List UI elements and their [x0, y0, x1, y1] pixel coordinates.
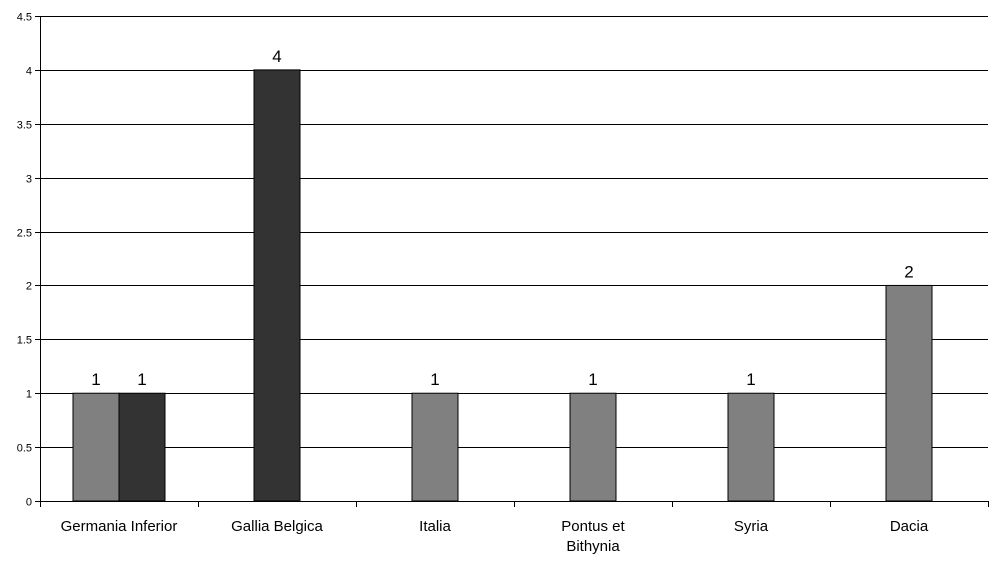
y-tick-label: 1.5 — [17, 335, 32, 347]
bar — [72, 392, 120, 502]
data-label: 1 — [137, 370, 146, 389]
x-tick-label: Gallia Belgica — [231, 518, 323, 535]
labels: 1 1 1 1 2 1 4 — [91, 47, 913, 389]
data-label: 2 — [904, 262, 913, 281]
x-tick-label: Italia — [419, 518, 451, 535]
data-label: 1 — [588, 370, 597, 389]
y-tick-label: 4.5 — [17, 12, 32, 24]
bar — [118, 392, 166, 502]
x-tick-label: Dacia — [890, 518, 929, 535]
y-tick-label: 4 — [26, 66, 32, 78]
bar — [727, 392, 775, 502]
y-tick-label: 1 — [26, 389, 32, 401]
gridlines — [40, 16, 988, 448]
bars — [72, 69, 933, 502]
data-label: 1 — [91, 370, 100, 389]
y-tick-label: 0 — [26, 497, 32, 509]
data-label: 1 — [746, 370, 755, 389]
y-tick-label: 2.5 — [17, 228, 32, 240]
data-label: 4 — [272, 47, 281, 66]
y-tick-label: 2 — [26, 281, 32, 293]
bar — [253, 69, 301, 502]
data-label: 1 — [430, 370, 439, 389]
bar — [569, 392, 617, 502]
x-tick-label: Germania Inferior — [61, 518, 178, 535]
bar — [885, 284, 933, 502]
x-tick-label: Pontus et Bithynia — [561, 518, 625, 555]
bar — [411, 392, 459, 502]
x-tick-label: Syria — [734, 518, 769, 535]
axes: 0 0.5 1 1.5 2 2.5 3 3.5 4 4.5 Germania Inferior Gal… — [17, 12, 989, 555]
y-tick-label: 3.5 — [17, 120, 32, 132]
y-tick-label: 3 — [26, 174, 32, 186]
y-tick-label: 0.5 — [17, 443, 32, 455]
